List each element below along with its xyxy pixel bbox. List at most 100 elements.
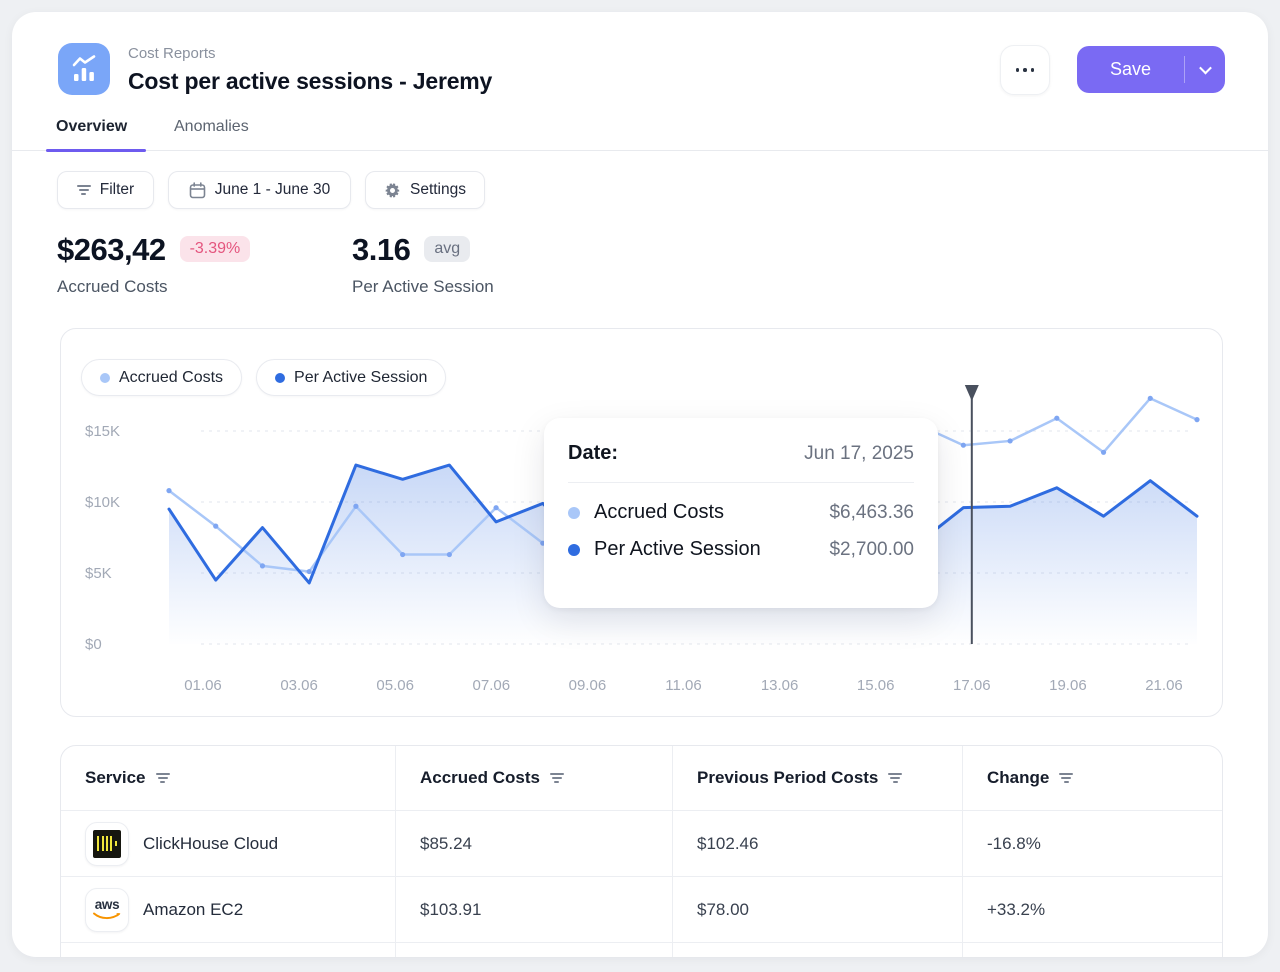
- y-axis-tick-label: $15K: [85, 423, 120, 440]
- chart-legend: Accrued Costs Per Active Session: [81, 359, 447, 396]
- accrued-costs-point: [446, 551, 452, 558]
- service-name: Amazon EC2: [143, 899, 244, 919]
- crosshair-marker-icon: [964, 385, 979, 401]
- more-actions-button[interactable]: [1000, 45, 1050, 95]
- date-range-label: June 1 - June 30: [214, 181, 331, 198]
- accrued-costs-point: [213, 523, 219, 529]
- x-axis-tick-label: 09.06: [569, 677, 607, 694]
- column-header-label: Change: [987, 768, 1050, 787]
- tooltip-row-accrued-costs: Accrued Costs $6,463.36: [568, 501, 914, 524]
- change-value: +33.2%: [987, 899, 1046, 919]
- table-cell-accrued: $85.24: [396, 811, 673, 877]
- area-fill: [169, 465, 1197, 644]
- x-axis-tick-label: 01.06: [184, 677, 222, 694]
- table-row-partial: [61, 943, 396, 957]
- y-axis-tick-label: $10K: [85, 494, 120, 511]
- tooltip-divider: [568, 482, 914, 483]
- table-cell-accrued: $103.91: [396, 877, 673, 943]
- app-window: Cost Reports Cost per active sessions - …: [12, 12, 1268, 957]
- cost-chart-card: $15K $10K $5K $0 01.06 03.06 05.06 07.06 09.06 11…: [60, 328, 1223, 717]
- table-row-service-cell[interactable]: aws Amazon EC2: [61, 877, 396, 943]
- column-header-label: Accrued Costs: [420, 768, 540, 787]
- accrued-costs-point: [1100, 449, 1107, 455]
- legend-dot-light-blue: [100, 372, 110, 383]
- column-header-accrued-costs[interactable]: Accrued Costs: [396, 746, 673, 811]
- calendar-icon: [189, 181, 206, 198]
- y-axis-tick-label: $0: [85, 636, 102, 653]
- x-axis-tick-label: 03.06: [280, 677, 318, 694]
- save-dropdown-button[interactable]: [1185, 46, 1225, 93]
- kpi-accrued-costs: $263,42 -3.39% Accrued Costs: [57, 232, 251, 297]
- tab-bar: Overview Anomalies: [12, 112, 1268, 152]
- accrued-costs-point: [1054, 415, 1060, 421]
- x-axis-tick-label: 07.06: [473, 677, 511, 694]
- chevron-down-icon: [1198, 61, 1212, 75]
- column-header-service[interactable]: Service: [61, 746, 396, 811]
- kpi-avg-badge: avg: [424, 236, 471, 262]
- column-header-previous-period-costs[interactable]: Previous Period Costs: [673, 746, 963, 811]
- column-header-label: Previous Period Costs: [697, 768, 879, 787]
- tab-anomalies[interactable]: Anomalies: [174, 118, 249, 135]
- settings-button[interactable]: Settings: [365, 171, 485, 209]
- accrued-cost-value: $85.24: [420, 833, 472, 853]
- x-axis-tick-label: 13.06: [761, 677, 799, 694]
- tooltip-date-label: Date:: [568, 442, 619, 464]
- legend-accrued-costs[interactable]: Accrued Costs: [81, 359, 243, 396]
- breadcrumb: Cost Reports: [128, 45, 216, 62]
- accrued-costs-point: [960, 442, 966, 448]
- accrued-costs-point: [400, 551, 406, 558]
- button-divider: [1184, 56, 1185, 83]
- tooltip-series-label: Accrued Costs: [594, 501, 725, 523]
- services-cost-table: Service Accrued Costs Previous Period Co…: [60, 745, 1223, 957]
- accrued-costs-point: [1007, 438, 1013, 444]
- tooltip-dot-blue: [568, 543, 580, 556]
- accrued-costs-point: [353, 503, 359, 509]
- filter-icon: [76, 184, 91, 196]
- legend-dot-blue: [275, 372, 286, 383]
- save-split-button[interactable]: Save: [1077, 46, 1225, 93]
- x-axis-tick-label: 17.06: [953, 677, 991, 694]
- column-header-label: Service: [85, 768, 146, 787]
- column-header-change[interactable]: Change: [963, 746, 1222, 811]
- x-axis-tick-label: 15.06: [857, 677, 895, 694]
- ellipsis-icon: [1015, 68, 1020, 72]
- tooltip-date-value: Jun 17, 2025: [804, 443, 914, 464]
- accrued-costs-point: [306, 568, 312, 575]
- table-row-partial: [963, 943, 1222, 957]
- gear-icon: [385, 182, 400, 197]
- tab-overview[interactable]: Overview: [56, 118, 128, 135]
- x-axis-tick-label: 21.06: [1145, 677, 1183, 694]
- accrued-cost-value: $103.91: [420, 899, 482, 919]
- bar-line-chart-icon: [72, 55, 96, 81]
- date-range-button[interactable]: June 1 - June 30: [168, 171, 351, 209]
- tooltip-row-per-active-session: Per Active Session $2,700.00: [568, 538, 914, 561]
- kpi-label: Per Active Session: [352, 277, 494, 296]
- accrued-costs-point: [166, 488, 172, 494]
- sort-icon: [155, 772, 170, 784]
- legend-label: Per Active Session: [294, 368, 428, 386]
- aws-smile-icon: [93, 912, 121, 919]
- aws-logo: aws: [85, 887, 129, 932]
- previous-cost-value: $102.46: [697, 833, 759, 853]
- previous-cost-value: $78.00: [697, 899, 749, 919]
- save-button[interactable]: Save: [1109, 59, 1152, 79]
- sort-icon: [888, 772, 903, 784]
- tooltip-series-value: $2,700.00: [829, 538, 914, 560]
- clickhouse-logo: [85, 821, 129, 866]
- kpi-value: $263,42: [57, 232, 166, 267]
- filter-button[interactable]: Filter: [57, 171, 154, 209]
- accrued-costs-point: [493, 505, 499, 511]
- y-axis-tick-label: $5K: [85, 565, 112, 582]
- table-cell-change: -16.8%: [963, 811, 1222, 877]
- accrued-costs-point: [259, 563, 266, 569]
- table-cell-previous: $78.00: [673, 877, 963, 943]
- cost-chart-canvas[interactable]: $15K $10K $5K $0 01.06 03.06 05.06 07.06 09.06 11…: [61, 329, 1224, 718]
- tooltip-series-value: $6,463.36: [829, 501, 914, 523]
- tooltip-dot-light-blue: [568, 506, 580, 519]
- sort-icon: [549, 772, 564, 784]
- active-tab-underline: [46, 149, 146, 152]
- tooltip-series-label: Per Active Session: [594, 538, 761, 560]
- legend-per-active-session[interactable]: Per Active Session: [256, 359, 447, 396]
- table-cell-previous: $102.46: [673, 811, 963, 877]
- table-row-service-cell[interactable]: ClickHouse Cloud: [61, 811, 396, 877]
